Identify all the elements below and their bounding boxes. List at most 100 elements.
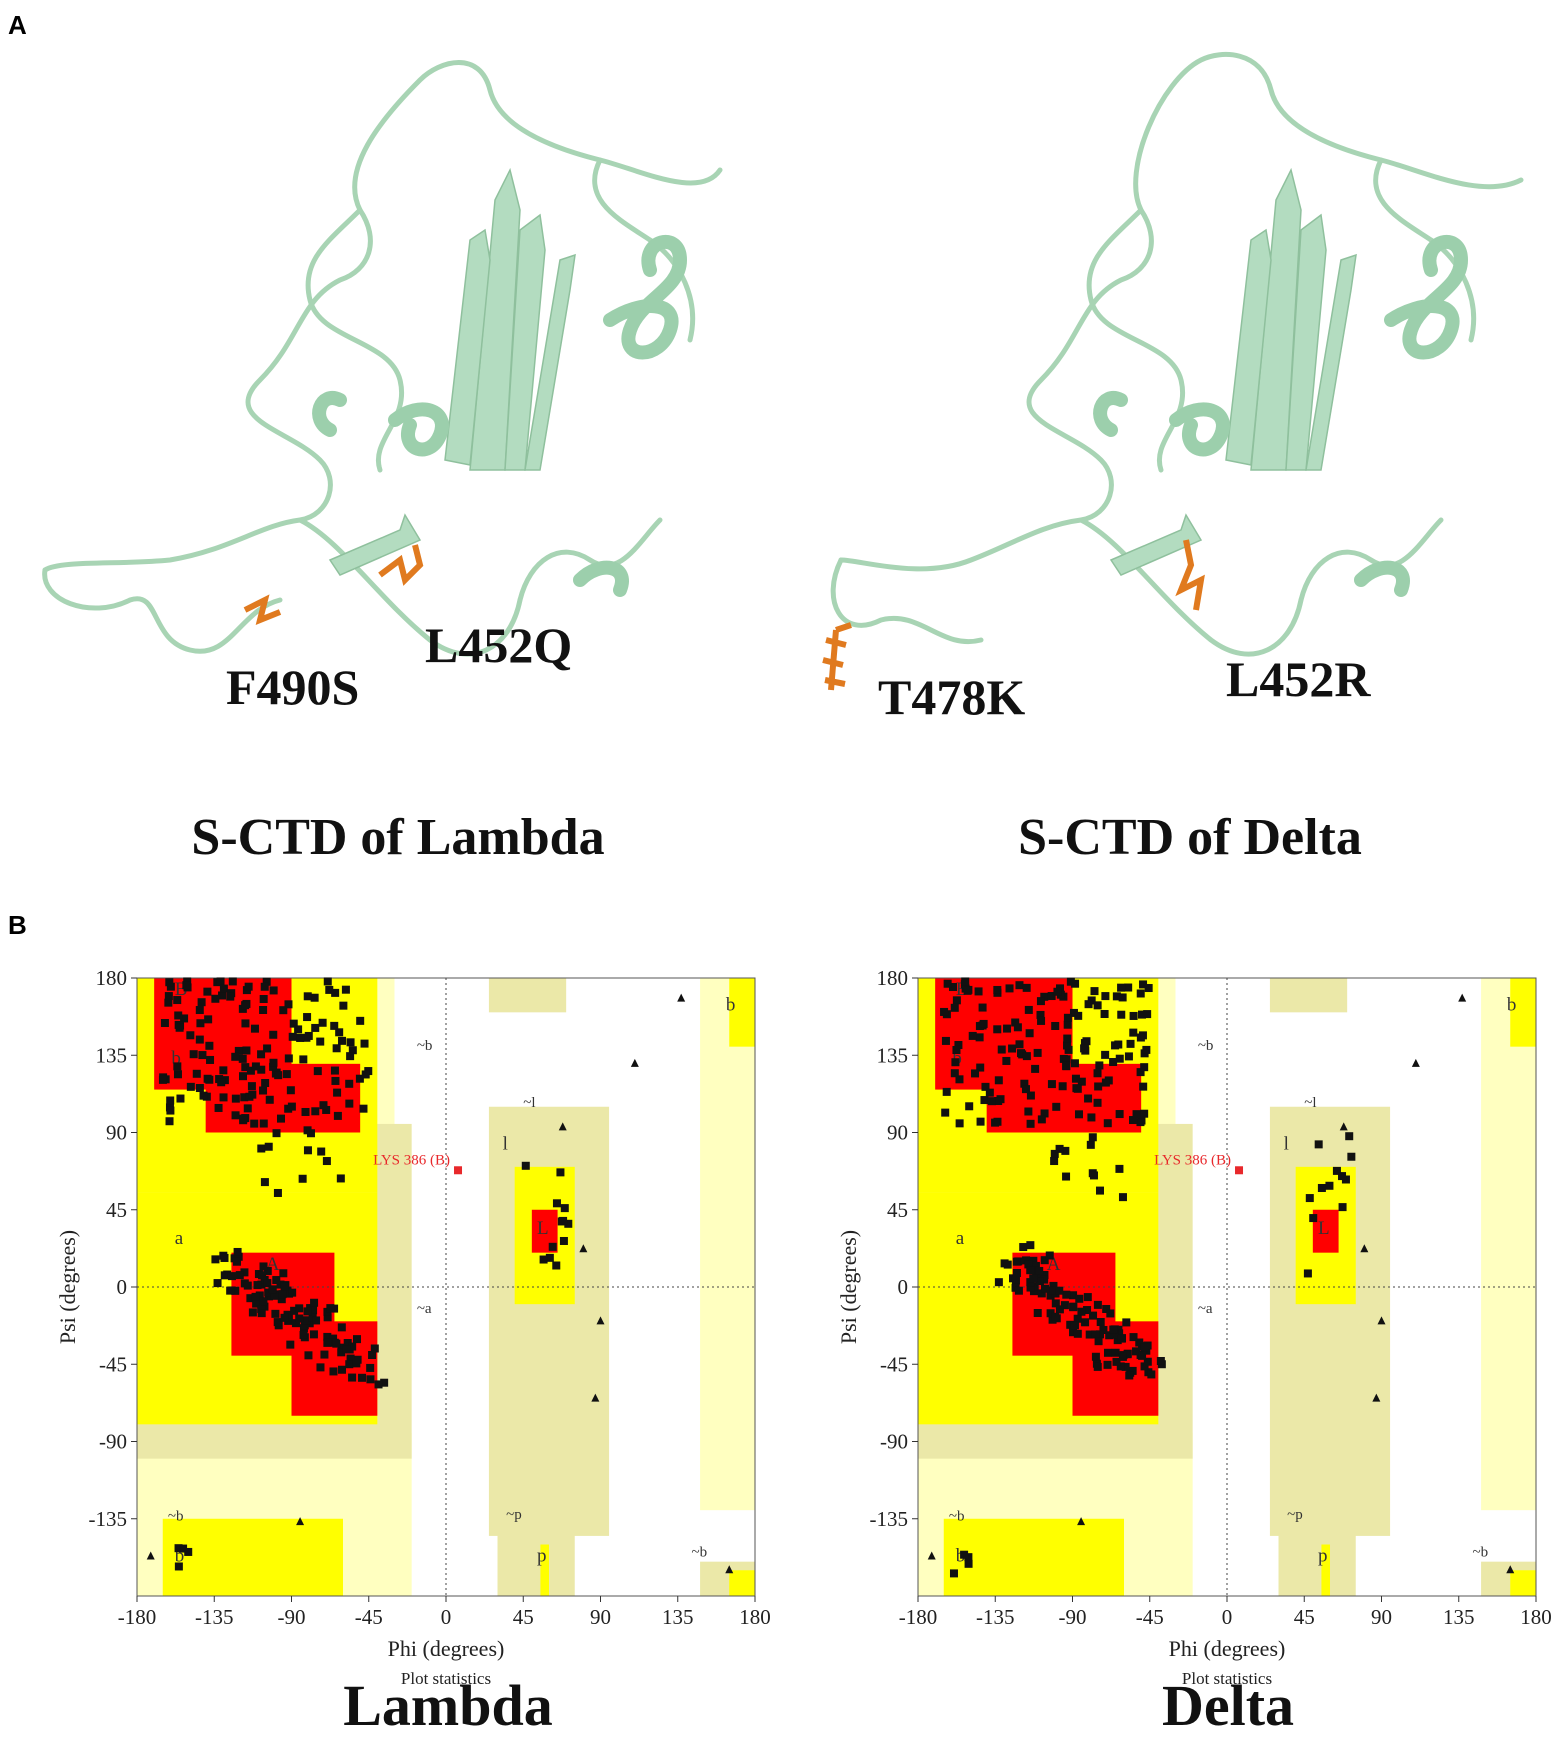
residue-point bbox=[345, 1360, 354, 1369]
residue-point bbox=[258, 1271, 267, 1280]
residue-point bbox=[228, 977, 237, 986]
residue-point bbox=[1047, 1080, 1056, 1089]
residue-point bbox=[370, 1344, 379, 1353]
residue-point bbox=[175, 1023, 184, 1032]
residue-point bbox=[1139, 980, 1148, 989]
residue-point bbox=[341, 985, 350, 994]
residue-point bbox=[331, 988, 340, 997]
residue-point bbox=[1084, 1000, 1093, 1009]
residue-point bbox=[1046, 1291, 1055, 1300]
region-label: b bbox=[175, 1546, 185, 1567]
residue-point bbox=[964, 1559, 973, 1568]
residue-point bbox=[166, 1106, 175, 1115]
x-tick-label: -180 bbox=[899, 1605, 938, 1629]
residue-point bbox=[1332, 1166, 1341, 1175]
residue-point bbox=[1115, 1329, 1124, 1338]
residue-point bbox=[1031, 1064, 1040, 1073]
residue-point bbox=[231, 1052, 240, 1061]
region-label: a bbox=[956, 1228, 965, 1249]
residue-point bbox=[232, 1257, 241, 1266]
residue-point bbox=[303, 992, 312, 1001]
residue-point bbox=[241, 1019, 250, 1028]
residue-point bbox=[1033, 1048, 1042, 1057]
lambda-structure-caption: S-CTD of Lambda bbox=[191, 809, 605, 866]
residue-point bbox=[1100, 1009, 1109, 1018]
residue-point bbox=[1066, 1320, 1075, 1329]
residue-point bbox=[1011, 1018, 1020, 1027]
residue-point bbox=[211, 1255, 220, 1264]
residue-point bbox=[1048, 1286, 1057, 1295]
residue-point bbox=[244, 982, 253, 991]
residue-point bbox=[1052, 1102, 1061, 1111]
residue-point bbox=[289, 1019, 298, 1028]
region-label: ~l bbox=[523, 1095, 535, 1111]
residue-point bbox=[1338, 1172, 1347, 1181]
residue-point bbox=[1002, 1056, 1011, 1065]
residue-point bbox=[1101, 1078, 1110, 1087]
residue-point bbox=[1040, 992, 1049, 1001]
residue-point bbox=[288, 1288, 297, 1297]
residue-point bbox=[270, 1291, 279, 1300]
delta-plot-caption: Delta bbox=[1161, 1673, 1295, 1738]
residue-point bbox=[337, 1348, 346, 1357]
residue-point bbox=[1045, 1251, 1054, 1260]
residue-point bbox=[1070, 1321, 1079, 1330]
residue-point bbox=[1003, 1024, 1012, 1033]
residue-point bbox=[259, 1297, 268, 1306]
residue-point bbox=[1024, 1107, 1033, 1116]
residue-point bbox=[1036, 1010, 1045, 1019]
residue-point bbox=[552, 1261, 561, 1270]
residue-point bbox=[968, 1031, 977, 1040]
residue-point bbox=[346, 1354, 355, 1363]
residue-point bbox=[1090, 987, 1099, 996]
glycine-point bbox=[596, 1316, 605, 1325]
y-tick-label: -135 bbox=[89, 1507, 128, 1531]
residue-point bbox=[271, 1309, 280, 1318]
residue-point bbox=[257, 1144, 266, 1153]
residue-point bbox=[306, 1129, 315, 1138]
residue-point bbox=[1122, 1318, 1131, 1327]
residue-point bbox=[335, 1028, 344, 1037]
residue-point bbox=[246, 1294, 255, 1303]
residue-point bbox=[234, 1252, 243, 1261]
residue-point bbox=[279, 1006, 288, 1015]
residue-point bbox=[213, 1279, 222, 1288]
residue-point bbox=[316, 1037, 325, 1046]
residue-point bbox=[300, 1321, 309, 1330]
region-label: ~l bbox=[1304, 1095, 1316, 1111]
x-tick-label: -135 bbox=[976, 1605, 1015, 1629]
y-tick-label: 135 bbox=[877, 1043, 909, 1067]
residue-point bbox=[286, 1086, 295, 1095]
residue-point bbox=[965, 1102, 974, 1111]
outlier-point bbox=[454, 1166, 463, 1175]
residue-point bbox=[1139, 1082, 1148, 1091]
residue-point bbox=[1111, 1348, 1120, 1357]
residue-point bbox=[333, 1088, 342, 1097]
residue-point bbox=[311, 1107, 320, 1116]
residue-point bbox=[1094, 1082, 1103, 1091]
residue-point bbox=[331, 1076, 340, 1085]
residue-point bbox=[1136, 1068, 1145, 1077]
residue-point bbox=[1112, 1357, 1121, 1366]
residue-point bbox=[1156, 1356, 1165, 1365]
y-tick-label: 180 bbox=[96, 966, 128, 990]
residue-point bbox=[214, 1103, 223, 1112]
residue-point bbox=[974, 987, 983, 996]
glycine-point bbox=[1360, 1244, 1369, 1253]
residue-point bbox=[184, 1547, 193, 1556]
residue-point bbox=[1015, 1040, 1024, 1049]
residue-point bbox=[1063, 1020, 1072, 1029]
residue-point bbox=[1114, 1040, 1123, 1049]
residue-point bbox=[337, 1343, 346, 1352]
residue-point bbox=[260, 982, 269, 991]
glycine-point bbox=[579, 1244, 588, 1253]
residue-point bbox=[1041, 1284, 1050, 1293]
residue-point bbox=[325, 985, 334, 994]
residue-point bbox=[323, 1338, 332, 1347]
residue-point bbox=[1040, 1109, 1049, 1118]
residue-point bbox=[257, 1050, 266, 1059]
residue-point bbox=[1080, 1044, 1089, 1053]
residue-point bbox=[979, 1019, 988, 1028]
residue-point bbox=[186, 1031, 195, 1040]
residue-point bbox=[273, 1318, 282, 1327]
